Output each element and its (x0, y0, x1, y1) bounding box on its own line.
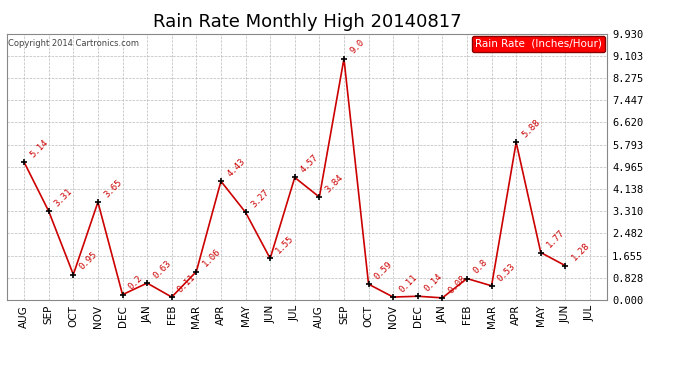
Text: 3.65: 3.65 (102, 178, 124, 200)
Text: 3.27: 3.27 (250, 188, 271, 210)
Text: 0.11: 0.11 (176, 273, 197, 294)
Text: 0.95: 0.95 (77, 250, 99, 272)
Text: 4.57: 4.57 (299, 153, 320, 175)
Text: 1.28: 1.28 (569, 242, 591, 263)
Title: Rain Rate Monthly High 20140817: Rain Rate Monthly High 20140817 (152, 13, 462, 31)
Text: 1.06: 1.06 (201, 247, 222, 269)
Text: 0.11: 0.11 (397, 273, 419, 294)
Text: 0.2: 0.2 (127, 274, 144, 292)
Text: 0.63: 0.63 (151, 259, 173, 280)
Text: 3.31: 3.31 (53, 187, 75, 209)
Text: 5.14: 5.14 (28, 138, 50, 159)
Text: 0.08: 0.08 (446, 273, 468, 295)
Text: 4.43: 4.43 (225, 157, 246, 178)
Text: 1.55: 1.55 (275, 234, 296, 256)
Text: 0.53: 0.53 (495, 261, 518, 283)
Text: 0.8: 0.8 (471, 258, 489, 276)
Legend: Rain Rate  (Inches/Hour): Rain Rate (Inches/Hour) (472, 36, 605, 52)
Text: 0.14: 0.14 (422, 272, 444, 294)
Text: 5.88: 5.88 (520, 118, 542, 140)
Text: 9.0: 9.0 (348, 38, 366, 56)
Text: Copyright 2014 Cartronics.com: Copyright 2014 Cartronics.com (8, 39, 139, 48)
Text: 1.77: 1.77 (545, 228, 566, 250)
Text: 0.59: 0.59 (373, 260, 394, 281)
Text: 3.84: 3.84 (324, 173, 345, 194)
